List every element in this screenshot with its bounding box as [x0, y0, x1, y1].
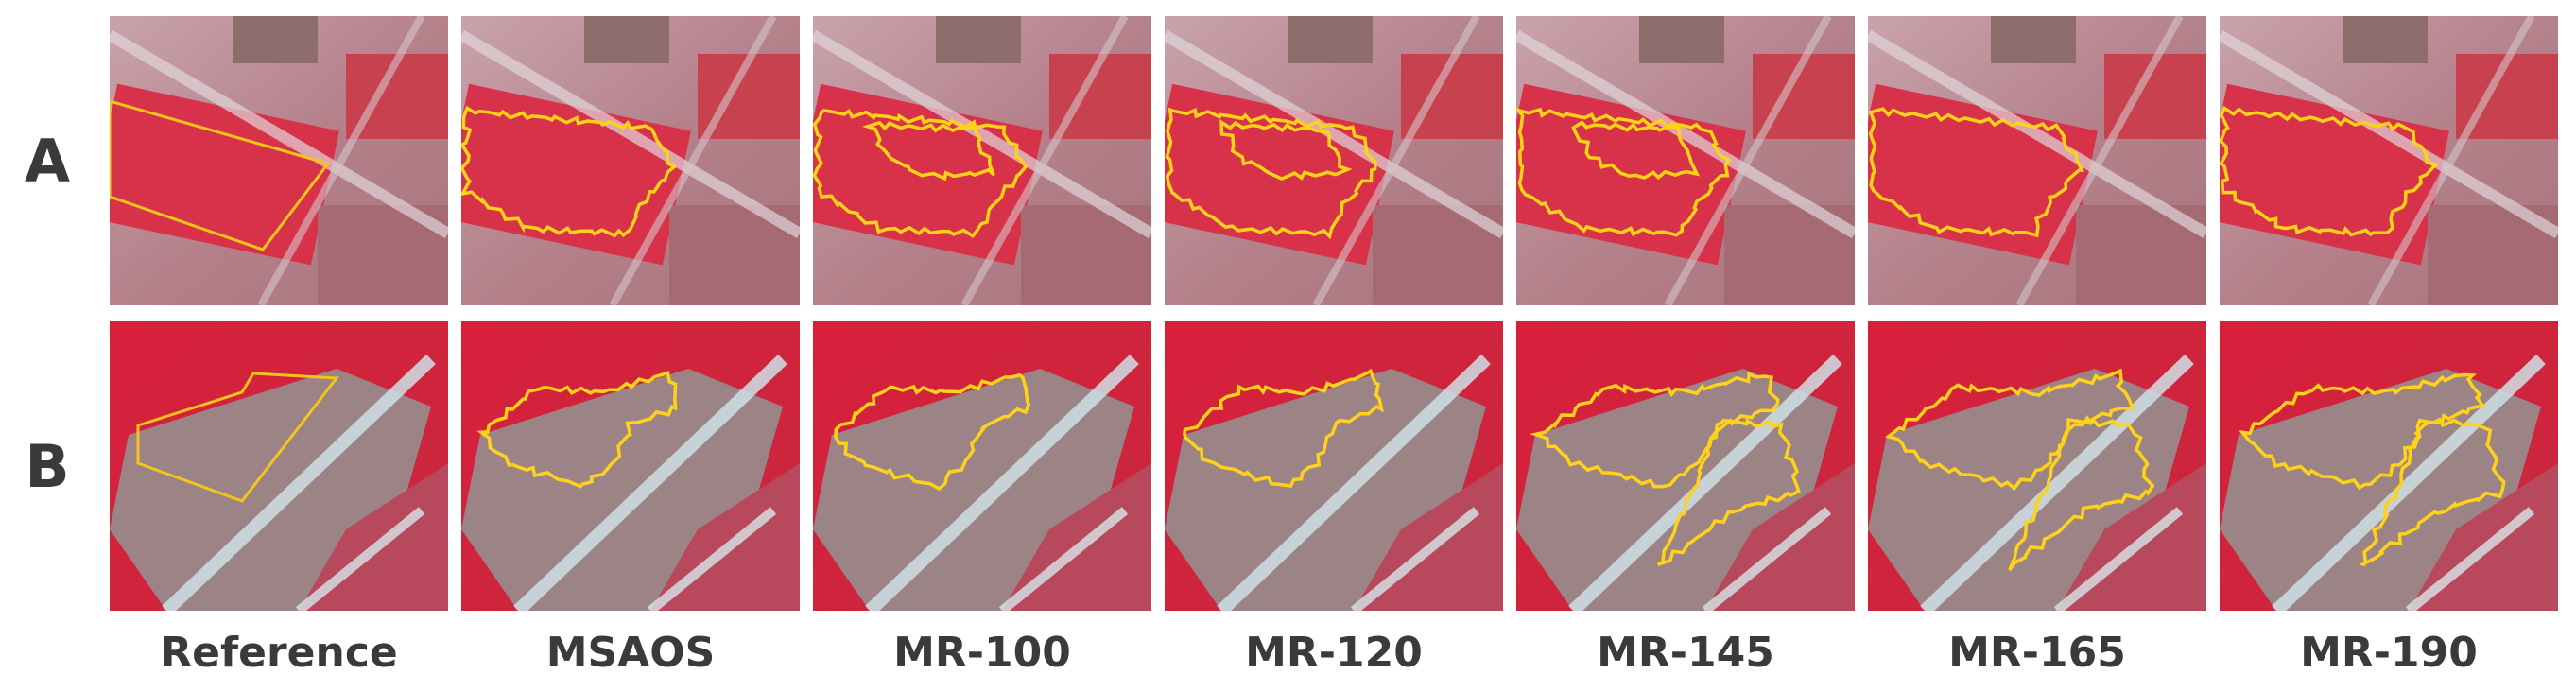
road [647, 507, 777, 611]
image-panel [1868, 321, 2206, 611]
road [257, 16, 425, 305]
road [1920, 354, 2194, 611]
urban [299, 463, 448, 611]
row-label: B [25, 432, 69, 501]
road [1702, 507, 1832, 611]
road [2272, 354, 2546, 611]
column-label: MR-145 [1597, 629, 1774, 677]
road [162, 354, 436, 611]
outline [136, 372, 339, 503]
road [1516, 29, 1855, 239]
field [1288, 16, 1373, 63]
image-panel [1516, 321, 1855, 611]
urban [2057, 463, 2206, 611]
column-label: MR-165 [1948, 629, 2126, 677]
road [1312, 16, 1480, 305]
image-panel [461, 321, 800, 611]
outline [1219, 119, 1353, 181]
field [1639, 16, 1724, 63]
road [2367, 16, 2535, 305]
field [2343, 16, 2428, 63]
column-label: MR-190 [2300, 629, 2478, 677]
outline [1516, 107, 1732, 237]
urban [1705, 463, 1855, 611]
urban [1354, 463, 1503, 611]
outline [1165, 107, 1377, 240]
outline [1656, 418, 1801, 567]
outline [110, 99, 331, 251]
outline [1571, 120, 1701, 181]
image-panel [110, 16, 448, 305]
road [960, 16, 1129, 305]
outline [1885, 368, 2135, 492]
road [1217, 354, 1491, 611]
road [1664, 16, 1832, 305]
road [2053, 507, 2184, 611]
urban [650, 463, 800, 611]
outline [813, 108, 1029, 238]
road [110, 29, 448, 239]
road [813, 29, 1151, 239]
outline [834, 372, 1031, 492]
outline [862, 120, 995, 182]
urban [2409, 463, 2558, 611]
road [2405, 507, 2535, 611]
road [295, 507, 425, 611]
image-panel [110, 321, 448, 611]
column-label: MSAOS [546, 629, 716, 677]
outline [1529, 372, 1780, 489]
road [461, 29, 800, 239]
road [2015, 16, 2184, 305]
image-panel [2220, 16, 2558, 305]
image-panel [2220, 321, 2558, 611]
field [584, 16, 669, 63]
road [865, 354, 1139, 611]
road [998, 507, 1129, 611]
road [2220, 29, 2558, 239]
column-label: Reference [160, 629, 398, 677]
outline [2359, 417, 2506, 567]
urban [1002, 463, 1151, 611]
outline [2008, 417, 2155, 572]
image-panel [813, 321, 1151, 611]
image-panel [1516, 16, 1855, 305]
road [1868, 29, 2206, 239]
image-panel [813, 16, 1151, 305]
road [609, 16, 777, 305]
road [513, 354, 787, 611]
field [936, 16, 1021, 63]
image-panel [1868, 16, 2206, 305]
column-label: MR-100 [893, 629, 1071, 677]
field [233, 16, 318, 63]
image-panel [461, 16, 800, 305]
road [1568, 354, 1842, 611]
row-label: A [25, 127, 70, 196]
outline [1183, 368, 1385, 489]
outline [2238, 372, 2486, 491]
image-panel [1165, 16, 1503, 305]
image-panel [1165, 321, 1503, 611]
column-label: MR-120 [1245, 629, 1423, 677]
outline [476, 371, 678, 489]
outline [2220, 105, 2440, 237]
road [1165, 29, 1503, 239]
road [1350, 507, 1480, 611]
field [1991, 16, 2076, 63]
outline [1868, 107, 2085, 238]
outline [461, 105, 678, 238]
